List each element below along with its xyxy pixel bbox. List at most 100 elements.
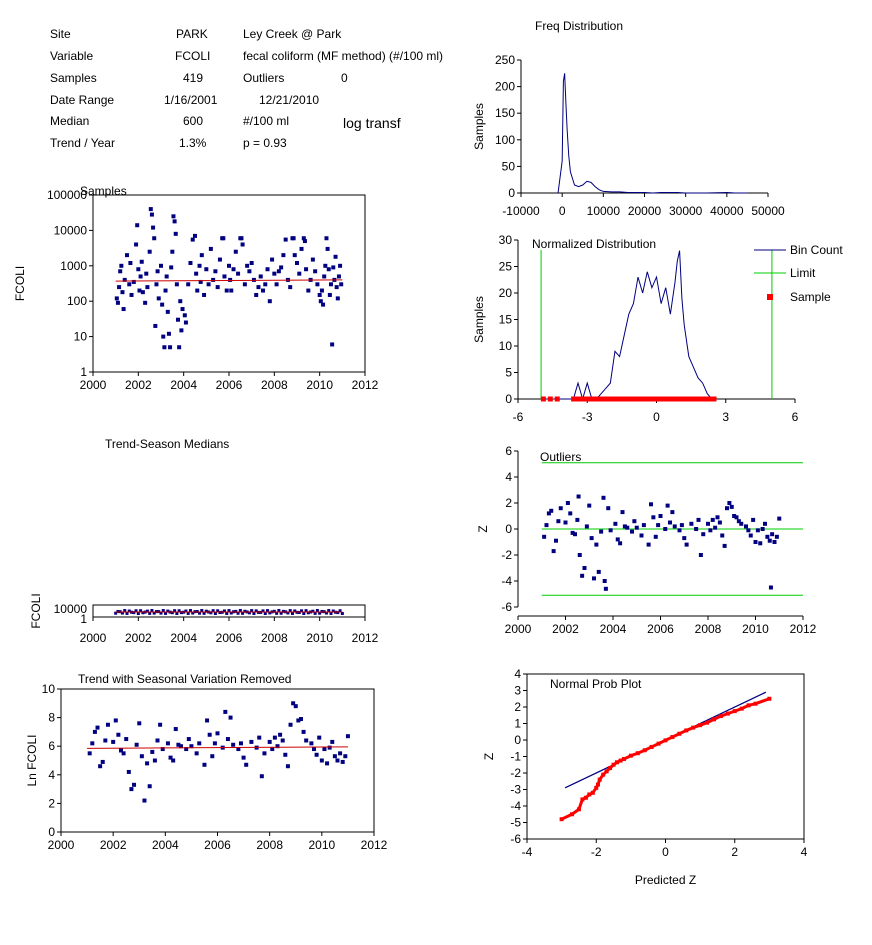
samples-point xyxy=(267,299,272,304)
samples-point xyxy=(149,212,154,217)
normal_prob_plot-xtick-label: 2 xyxy=(731,845,738,859)
trend_season_medians-point xyxy=(263,611,267,615)
outliers-point xyxy=(589,536,594,541)
samples-point xyxy=(173,231,178,236)
trend_removed-point xyxy=(312,747,317,752)
trend_removed-point xyxy=(95,725,100,730)
samples-point xyxy=(336,274,341,279)
normalized_distribution-title: Normalized Distribution xyxy=(532,237,656,251)
outliers-point xyxy=(706,521,710,526)
normal_prob_plot-point-band xyxy=(612,761,618,766)
trend_season_medians-point xyxy=(300,609,304,613)
trend_season_medians-ylabel: FCOLI xyxy=(29,593,43,628)
variable-label: Variable xyxy=(50,49,94,63)
legend-bin-count-label: Bin Count xyxy=(790,243,843,257)
samples-xtick-label: 2010 xyxy=(306,378,333,392)
outliers-point xyxy=(603,586,608,591)
trend_removed-point xyxy=(116,732,121,737)
samples-point xyxy=(229,288,234,293)
samples-point xyxy=(153,323,158,328)
samples-point xyxy=(245,263,250,268)
trend_season_medians-point xyxy=(125,611,129,615)
trend_removed-point xyxy=(152,758,157,763)
normalized_distribution-xtick-label: 6 xyxy=(792,410,799,424)
normal_prob_plot-ytick-label: -6 xyxy=(510,832,521,846)
trend_season_medians-point xyxy=(161,609,165,613)
normal_prob_plot-point-band xyxy=(602,770,608,776)
trend_removed-point xyxy=(194,751,199,756)
outliers-ytick-label: 0 xyxy=(505,522,512,536)
trend_removed-point xyxy=(150,749,155,754)
site-code: PARK xyxy=(176,27,208,41)
trend_removed-point xyxy=(168,755,173,760)
trend-value: 1.3% xyxy=(179,136,207,150)
trend_season_medians-point xyxy=(186,611,190,615)
samples-point xyxy=(265,267,270,272)
outliers-point xyxy=(575,517,580,522)
trend_removed-point xyxy=(147,784,152,789)
outliers-point xyxy=(622,524,627,529)
trend_removed-xtick-label: 2010 xyxy=(308,838,335,852)
samples-point xyxy=(217,257,222,262)
samples-point xyxy=(118,269,123,274)
trend_removed-point xyxy=(223,709,228,714)
outliers-point xyxy=(641,523,646,528)
normal_prob_plot-ytick-label: -2 xyxy=(510,766,521,780)
trend_removed-point xyxy=(212,741,217,746)
samples-ytick-label: 1000 xyxy=(60,259,87,273)
outliers-point xyxy=(625,525,630,530)
trend_removed-point xyxy=(304,738,309,743)
samples-point xyxy=(304,267,309,272)
outliers-point xyxy=(670,510,675,515)
samples-point xyxy=(170,249,175,254)
outliers-point xyxy=(755,528,760,533)
outliers-point xyxy=(599,529,604,534)
trend_season_medians-point xyxy=(313,611,317,615)
samples-point xyxy=(211,277,216,282)
trend_removed-point xyxy=(319,758,324,763)
trend_removed-point xyxy=(87,751,92,756)
samples-point xyxy=(315,282,320,287)
samples-point xyxy=(249,260,254,265)
samples-point xyxy=(138,274,143,279)
normal_prob_plot-ytick-label: -1 xyxy=(510,750,521,764)
samples-point xyxy=(164,274,169,279)
outliers-point xyxy=(602,579,607,583)
samples-point xyxy=(295,260,299,265)
date-start: 1/16/2001 xyxy=(164,93,218,107)
samples-point xyxy=(202,292,207,297)
outliers-point xyxy=(770,532,775,537)
samples-point xyxy=(139,259,144,264)
samples-point xyxy=(206,282,211,287)
samples-point xyxy=(272,271,277,276)
samples-point xyxy=(144,271,149,276)
outliers-point xyxy=(727,501,732,505)
trend_removed-point xyxy=(343,754,348,759)
outliers-point xyxy=(768,585,773,590)
outliers-xtick-label: 2008 xyxy=(695,622,722,636)
outliers-point xyxy=(720,533,725,538)
normal_prob_plot-point-band xyxy=(584,793,591,799)
trend_removed-ytick-label: 10 xyxy=(42,682,56,696)
normalized_distribution-xtick-label: -3 xyxy=(582,410,593,424)
normal_prob_plot-ytick-label: 3 xyxy=(514,684,521,698)
samples-xtick-label: 2000 xyxy=(80,378,107,392)
freq_distribution-ytick-label: 100 xyxy=(495,133,515,147)
trend_removed-point xyxy=(270,747,275,752)
samples-point xyxy=(120,290,125,295)
outliers-point xyxy=(653,534,658,539)
normalized_distribution-ytick-label: 25 xyxy=(499,260,513,274)
outliers-ytick-label: 4 xyxy=(505,470,512,484)
samples-point xyxy=(302,239,307,244)
outliers-point xyxy=(708,528,713,533)
trend_season_medians-point xyxy=(281,609,285,613)
outliers-label: Outliers xyxy=(243,71,285,85)
transform-label: log transf xyxy=(343,115,401,131)
outliers-point xyxy=(665,503,670,508)
trend_season_medians-point xyxy=(209,611,213,615)
trend_season_medians-point xyxy=(272,609,276,613)
samples-point xyxy=(239,236,244,241)
outliers-point xyxy=(656,523,661,528)
outliers-point xyxy=(576,494,581,499)
